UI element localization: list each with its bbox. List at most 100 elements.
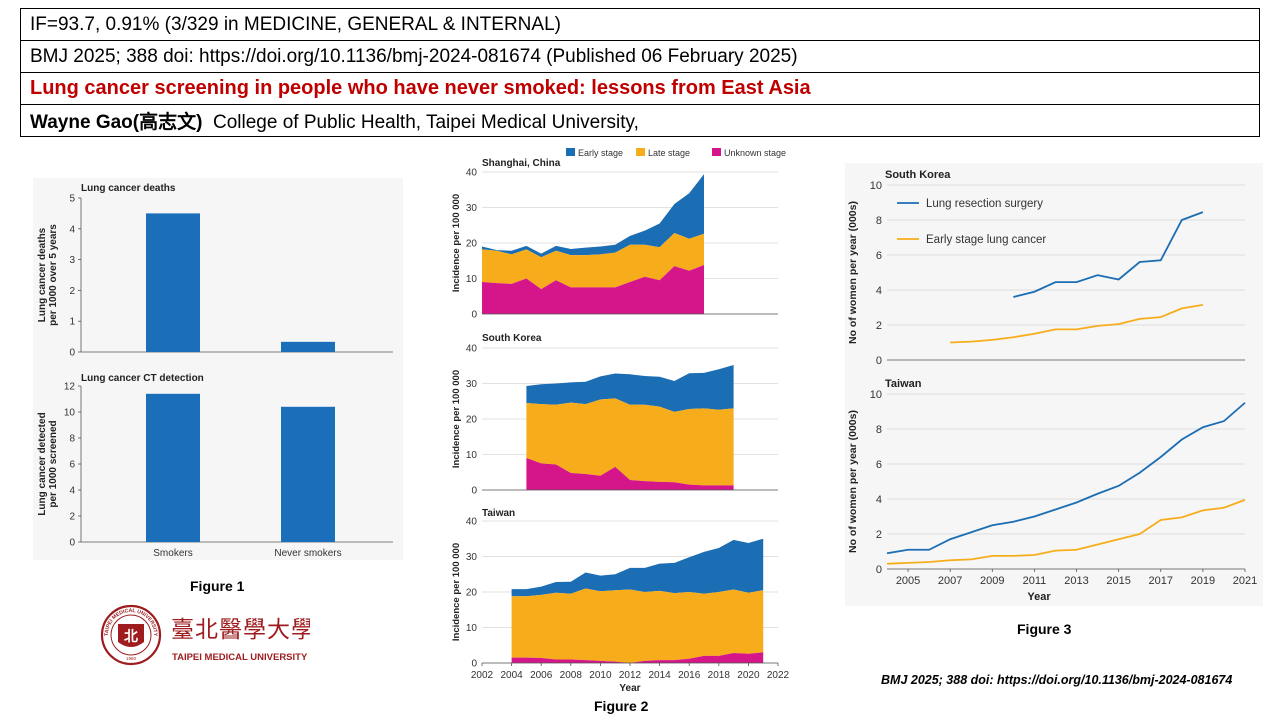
fig2-xtick-label: 2016 (678, 670, 701, 681)
fig3-line-lung-resection-surgery (886, 402, 1246, 555)
university-seal-icon: 北 TAIPEI MEDICAL UNIVERSITY 1960 臺北醫學大學 … (100, 604, 314, 666)
fig3-ytick-label: 0 (876, 355, 882, 367)
fig1-bar-smokers (146, 393, 200, 542)
fig1-xtick-label: Never smokers (274, 548, 341, 559)
fig3-xlabel: Year (1027, 591, 1051, 603)
fig2-area-unknown-stage (511, 652, 764, 663)
fig2-ytick-label: 40 (466, 344, 478, 355)
fig2-legend-label-2: Unknown stage (724, 148, 786, 158)
fig1-ytick-label: 6 (69, 460, 75, 471)
fig2-area-unknown-stage (526, 458, 734, 490)
citation-footnote: BMJ 2025; 388 doi: https://doi.org/10.11… (881, 673, 1233, 687)
fig2-area-late-stage (526, 398, 734, 486)
fig2-panel-title-1: South Korea (482, 333, 542, 344)
fig1-ytick-label: 12 (64, 382, 76, 393)
fig3-ytick-label: 6 (876, 459, 882, 471)
fig2-ytick-label: 30 (466, 552, 478, 563)
fig1-ytick-label: 8 (69, 434, 75, 445)
fig1-ytick-label: 10 (64, 408, 76, 419)
fig2-ytick-label: 20 (466, 588, 478, 599)
fig2-ytick-label: 40 (466, 168, 478, 179)
fig3-ytick-label: 4 (876, 285, 882, 297)
fig1-bar-never-smokers (281, 341, 335, 352)
figure-1-label: Figure 1 (190, 578, 245, 594)
fig3-xtick-label: 2019 (1191, 575, 1215, 587)
fig2-xtick-label: 2002 (471, 670, 494, 681)
fig2-ytick-label: 20 (466, 415, 478, 426)
figure-3-chart: South Korea 0 2 4 6 8 10 No of women per year (… (845, 163, 1263, 606)
fig2-ytick-label: 10 (466, 623, 478, 634)
fig2-xtick-label: 2012 (619, 670, 642, 681)
fig2-legend-label-0: Early stage (578, 148, 623, 158)
fig2-panel-title-2: Taiwan (482, 508, 515, 519)
fig3-legend-label-0: Lung resection surgery (926, 198, 1043, 210)
fig2-ytick-label: 40 (466, 517, 478, 528)
citation-header-table: IF=93.7, 0.91% (3/329 in MEDICINE, GENER… (20, 8, 1260, 137)
fig2-legend-swatch-1 (636, 148, 645, 156)
fig1-ytick-label: 3 (69, 255, 75, 266)
fig3-xtick-label: 2011 (1023, 575, 1047, 587)
fig2-ytick-label: 0 (471, 310, 477, 321)
fig3-ytick-label: 2 (876, 529, 882, 541)
fig2-xtick-label: 2022 (767, 670, 790, 681)
fig2-panel-title-0: Shanghai, China (482, 158, 561, 169)
fig2-ylabel: Incidence per 100 000 (451, 370, 462, 468)
article-title-row: Lung cancer screening in people who have… (20, 72, 1260, 105)
fig3-line-early-stage-lung-cancer (886, 499, 1246, 565)
fig1-ylabel-line2: per 1000 screened (48, 420, 59, 507)
fig3-ytick-label: 10 (870, 180, 882, 192)
fig2-xtick-label: 2020 (737, 670, 760, 681)
fig2-area-late-stage (511, 588, 764, 663)
fig3-ytick-label: 8 (876, 215, 882, 227)
fig3-xtick-label: 2017 (1149, 575, 1173, 587)
fig2-xlabel: Year (619, 683, 640, 694)
fig2-area-early-stage (482, 174, 704, 258)
fig2-area-late-stage (482, 233, 704, 290)
fig2-ytick-label: 10 (466, 450, 478, 461)
figure-2-svg: Early stage Late stage Unknown stage Shangh… (451, 148, 790, 694)
fig3-xtick-label: 2007 (938, 575, 962, 587)
author-row: Wayne Gao(高志文) College of Public Health,… (20, 104, 1260, 137)
fig2-ytick-label: 20 (466, 239, 478, 250)
fig2-area-early-stage (526, 365, 734, 412)
taipei-medical-university-logo: 北 TAIPEI MEDICAL UNIVERSITY 1960 臺北醫學大學 … (100, 604, 314, 670)
fig3-xtick-label: 2005 (896, 575, 920, 587)
fig2-xtick-label: 2014 (648, 670, 671, 681)
fig3-ytick-label: 10 (870, 389, 882, 401)
fig2-ytick-label: 30 (466, 379, 478, 390)
fig2-area-unknown-stage (482, 265, 704, 314)
fig1-panel-title-0: Lung cancer deaths (81, 183, 176, 194)
impact-factor-row: IF=93.7, 0.91% (3/329 in MEDICINE, GENER… (20, 8, 1260, 41)
figure-1-chart: Lung cancer deaths 0 1 2 3 4 5 Lung cancer deat… (33, 178, 403, 560)
author-affiliation: College of Public Health, Taipei Medical… (212, 112, 639, 133)
fig2-ytick-label: 0 (471, 659, 477, 670)
doi-row: BMJ 2025; 388 doi: https://doi.org/10.11… (20, 40, 1260, 73)
fig1-ytick-label: 1 (69, 317, 75, 328)
fig3-ytick-label: 4 (876, 494, 882, 506)
fig2-xtick-label: 2008 (560, 670, 583, 681)
author-name: Wayne Gao(高志文) (30, 112, 203, 133)
fig1-ytick-label: 4 (69, 486, 75, 497)
fig1-ylabel-0: Lung cancer deaths per 1000 over 5 years (37, 224, 59, 326)
fig2-ylabel: Incidence per 100 000 (451, 543, 462, 641)
fig1-ytick-label: 2 (69, 286, 75, 297)
fig1-ytick-label: 2 (69, 512, 75, 523)
fig3-ytick-label: 6 (876, 250, 882, 262)
fig2-xtick-label: 2018 (708, 670, 731, 681)
fig1-bar-never-smokers (281, 406, 335, 542)
fig3-xtick-label: 2021 (1233, 575, 1257, 587)
fig1-ylabel-line2: per 1000 over 5 years (48, 224, 59, 326)
fig3-ytick-label: 0 (876, 564, 882, 576)
logo-english-name: TAIPEI MEDICAL UNIVERSITY (172, 652, 308, 663)
fig3-xtick-label: 2013 (1064, 575, 1088, 587)
fig2-ytick-label: 30 (466, 203, 478, 214)
fig3-line-early-stage-lung-cancer (950, 303, 1204, 344)
fig2-ytick-label: 0 (471, 486, 477, 497)
fig3-ytick-label: 8 (876, 424, 882, 436)
fig1-ylabel-line1: Lung cancer deaths (37, 227, 48, 322)
logo-year: 1960 (126, 656, 137, 661)
figure-3-svg: South Korea 0 2 4 6 8 10 No of women per year (… (847, 169, 1257, 603)
fig1-ytick-label: 4 (69, 224, 75, 235)
fig2-legend-swatch-0 (566, 148, 575, 156)
